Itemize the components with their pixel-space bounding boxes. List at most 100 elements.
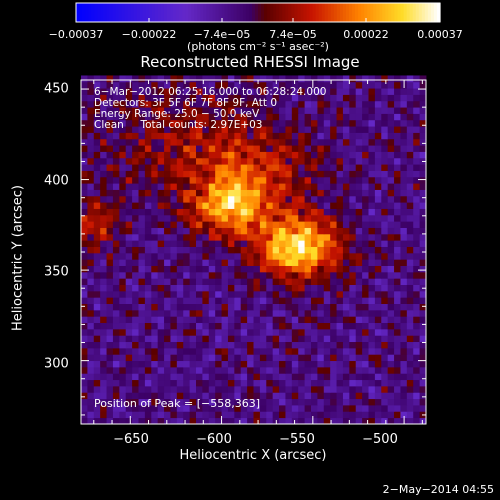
heatmap-pixel <box>240 208 248 216</box>
heatmap-pixel <box>394 297 401 304</box>
heatmap-pixel <box>240 132 248 140</box>
heatmap-pixel <box>419 373 427 381</box>
heatmap-pixel <box>132 385 139 393</box>
heatmap-pixel <box>81 183 88 190</box>
heatmap-pixel <box>355 227 363 235</box>
heatmap-pixel <box>151 271 159 279</box>
heatmap-pixel <box>311 100 318 108</box>
heatmap-pixel <box>125 284 133 292</box>
colorbar-segment <box>163 3 168 22</box>
heatmap-pixel <box>387 208 395 216</box>
heatmap-pixel <box>100 183 107 190</box>
heatmap-pixel <box>157 366 165 374</box>
heatmap-pixel <box>259 265 267 273</box>
heatmap-pixel <box>87 132 95 140</box>
heatmap-pixel <box>221 259 229 266</box>
heatmap-pixel <box>317 119 325 127</box>
heatmap-pixel <box>240 107 248 114</box>
heatmap-pixel <box>298 252 306 260</box>
heatmap-pixel <box>151 94 159 102</box>
heatmap-pixel <box>406 75 414 83</box>
heatmap-pixel <box>311 347 318 355</box>
heatmap-pixel <box>247 138 254 146</box>
heatmap-pixel <box>368 100 376 108</box>
heatmap-pixel <box>221 164 229 171</box>
heatmap-pixel <box>400 316 408 324</box>
heatmap-pixel <box>125 411 133 419</box>
heatmap-pixel <box>368 271 376 279</box>
heatmap-pixel <box>374 278 382 285</box>
heatmap-pixel <box>87 208 95 216</box>
heatmap-pixel <box>272 341 280 349</box>
heatmap-pixel <box>400 145 408 152</box>
heatmap-pixel <box>221 113 229 121</box>
heatmap-pixel <box>234 322 242 330</box>
heatmap-pixel <box>266 164 274 171</box>
heatmap-pixel <box>144 195 152 203</box>
heatmap-pixel <box>196 328 203 336</box>
heatmap-pixel <box>272 322 280 330</box>
heatmap-pixel <box>253 195 261 203</box>
heatmap-pixel <box>419 328 427 336</box>
heatmap-pixel <box>387 132 395 140</box>
heatmap-pixel <box>355 151 363 159</box>
heatmap-pixel <box>87 373 95 381</box>
heatmap-pixel <box>240 119 248 127</box>
heatmap-pixel <box>304 240 312 247</box>
heatmap-pixel <box>208 157 216 165</box>
heatmap-pixel <box>419 145 427 152</box>
heatmap-pixel <box>419 404 427 412</box>
heatmap-pixel <box>183 164 191 171</box>
heatmap-pixel <box>349 284 357 292</box>
heatmap-pixel <box>164 113 171 121</box>
heatmap-pixel <box>311 354 318 362</box>
colorbar-segment <box>333 3 338 22</box>
heatmap-pixel <box>151 132 159 140</box>
heatmap-pixel <box>394 214 401 222</box>
heatmap-pixel <box>183 379 191 387</box>
heatmap-pixel <box>132 214 139 222</box>
heatmap-pixel <box>291 290 299 298</box>
heatmap-pixel <box>330 138 337 146</box>
heatmap-pixel <box>144 119 152 127</box>
heatmap-pixel <box>374 202 382 209</box>
heatmap-pixel <box>176 189 184 197</box>
heatmap-pixel <box>330 354 337 362</box>
heatmap-pixel <box>144 265 152 273</box>
heatmap-pixel <box>394 303 401 311</box>
heatmap-pixel <box>291 107 299 114</box>
heatmap-pixel <box>355 214 363 222</box>
heatmap-pixel <box>240 316 248 324</box>
heatmap-pixel <box>144 151 152 159</box>
heatmap-pixel <box>196 132 203 140</box>
heatmap-pixel <box>400 278 408 285</box>
heatmap-pixel <box>381 81 389 89</box>
heatmap-pixel <box>279 189 286 197</box>
heatmap-pixel <box>311 366 318 374</box>
heatmap-pixel <box>189 278 197 285</box>
heatmap-pixel <box>119 157 127 165</box>
heatmap-pixel <box>374 195 382 203</box>
heatmap-pixel <box>298 214 306 222</box>
y-tick-label: 400 <box>44 173 69 189</box>
heatmap-pixel <box>406 81 414 89</box>
heatmap-pixel <box>368 88 376 95</box>
heatmap-pixel <box>125 164 133 171</box>
heatmap-pixel <box>342 404 350 412</box>
heatmap-pixel <box>323 233 331 241</box>
heatmap-pixel <box>253 208 261 216</box>
heatmap-pixel <box>119 398 127 406</box>
heatmap-pixel <box>215 151 222 159</box>
heatmap-pixel <box>253 145 261 152</box>
colorbar-segment <box>397 3 402 22</box>
annotation-counts: Clean Total counts: 2.97E+03 <box>94 119 263 131</box>
heatmap-pixel <box>227 316 235 324</box>
heatmap-pixel <box>266 81 274 89</box>
heatmap-pixel <box>387 88 395 95</box>
heatmap-pixel <box>323 309 331 317</box>
heatmap-pixel <box>81 132 88 140</box>
heatmap-pixel <box>400 297 408 304</box>
heatmap-pixel <box>279 341 286 349</box>
heatmap-pixel <box>202 107 210 114</box>
heatmap-pixel <box>157 347 165 355</box>
